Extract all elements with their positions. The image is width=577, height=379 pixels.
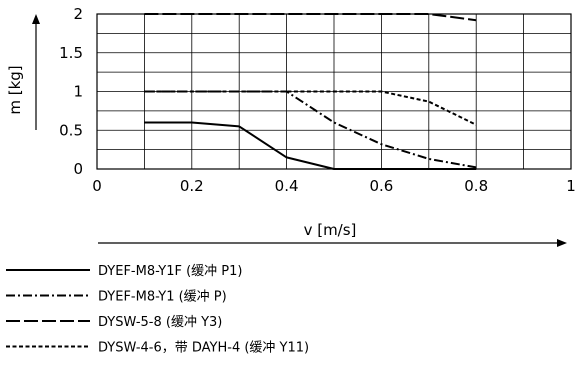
x-tick-label: 0 (92, 177, 102, 195)
legend-label: DYEF-M8-Y1 (缓冲 P) (98, 290, 227, 305)
x-axis-arrow-head (557, 239, 567, 247)
x-tick-label: 0.2 (180, 177, 204, 195)
y-tick-label: 0 (73, 160, 83, 178)
series-line-solid (144, 121, 477, 170)
x-axis-title: v [m/s] (304, 221, 357, 239)
y-axis-title-group: m [kg] (6, 14, 40, 130)
series-lines (144, 13, 477, 170)
y-axis-arrow-head (32, 14, 40, 24)
y-tick-label: 1.5 (59, 44, 83, 62)
x-axis-title-group: v [m/s] (98, 221, 567, 247)
legend: DYEF-M8-Y1F (缓冲 P1) DYEF-M8-Y1 (缓冲 P) DYSW… (6, 264, 309, 356)
tick-labels: 0 0.2 0.4 0.6 0.8 1 0 0.5 1 1.5 2 (59, 5, 576, 195)
series-line-dash-dot (144, 90, 477, 169)
y-tick-label: 1 (73, 83, 83, 101)
x-tick-label: 0.8 (464, 177, 488, 195)
legend-label: DYSW-4-6，带 DAYH-4 (缓冲 Y11) (98, 341, 309, 356)
x-tick-label: 0.4 (275, 177, 299, 195)
y-tick-label: 0.5 (59, 121, 83, 139)
y-tick-label: 2 (73, 5, 83, 23)
x-tick-label: 1 (566, 177, 576, 195)
legend-label: DYEF-M8-Y1F (缓冲 P1) (98, 264, 242, 279)
series-line-long-dash (144, 13, 477, 22)
y-axis-title: m [kg] (6, 65, 24, 114)
legend-label: DYSW-5-8 (缓冲 Y3) (98, 315, 222, 330)
x-tick-label: 0.6 (369, 177, 393, 195)
series-line-short-dash (144, 90, 477, 126)
